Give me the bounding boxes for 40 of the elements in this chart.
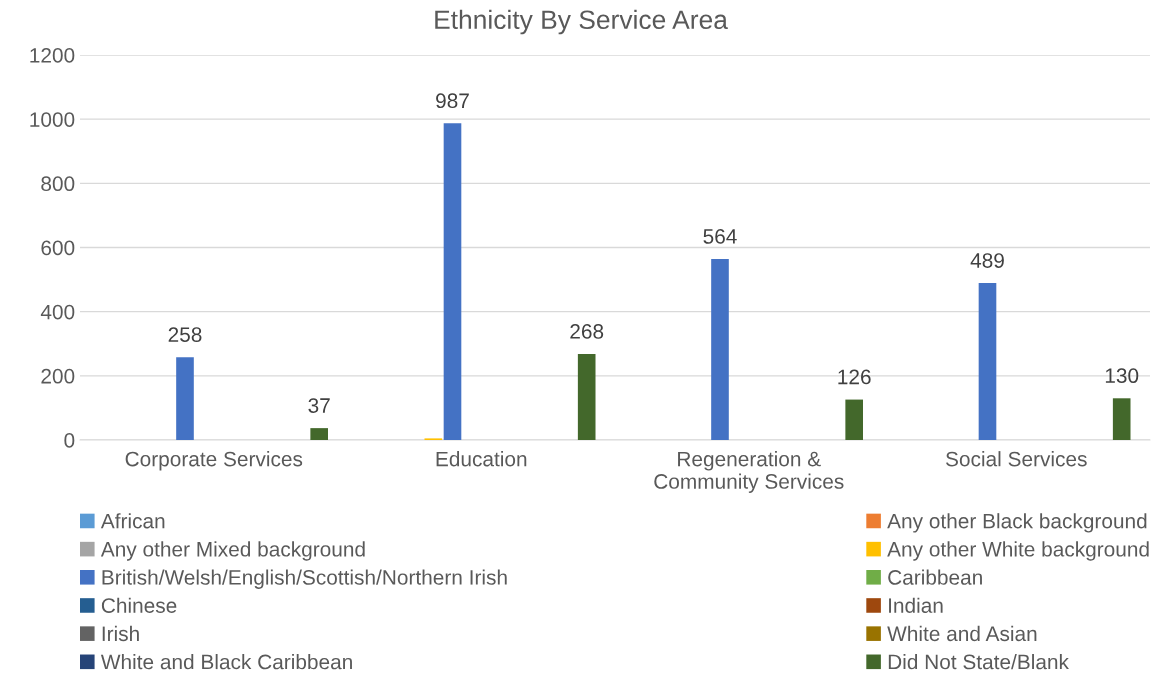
legend-label: Did Not State/Blank bbox=[888, 654, 1069, 670]
x-tick-label: Social Services bbox=[945, 451, 1087, 467]
y-tick-label: 600 bbox=[41, 240, 75, 256]
legend-label: Indian bbox=[889, 597, 943, 613]
data-label: 130 bbox=[1105, 368, 1139, 384]
bar bbox=[711, 259, 729, 440]
x-tick-label: Corporate Services bbox=[125, 451, 303, 471]
legend-label: Caribbean bbox=[888, 569, 982, 585]
legend-label: Any other Black background bbox=[887, 513, 1147, 533]
legend-label: Chinese bbox=[101, 597, 177, 613]
chart-title: Ethnicity By Service Area bbox=[435, 9, 728, 35]
legend-label: British/Welsh/English/Scottish/Northern Irish bbox=[102, 569, 507, 589]
data-label: 489 bbox=[970, 253, 1004, 268]
y-tick-label: 400 bbox=[40, 304, 75, 320]
legend-label: Any other White background bbox=[887, 541, 1149, 561]
bar bbox=[1112, 398, 1131, 440]
legend-label: White and Black Caribbean bbox=[100, 654, 352, 670]
data-label: 126 bbox=[838, 369, 871, 385]
data-label: 37 bbox=[308, 398, 330, 413]
bar bbox=[845, 399, 864, 440]
y-tick-label: 800 bbox=[41, 176, 75, 192]
data-label: 268 bbox=[570, 324, 604, 339]
y-tick-label: 1000 bbox=[30, 112, 75, 127]
data-label: 564 bbox=[703, 229, 737, 244]
legend-label: African bbox=[100, 513, 165, 529]
legend-label: White and Asian bbox=[887, 625, 1037, 642]
y-tick-label: 200 bbox=[41, 368, 75, 384]
x-tick-label: Education bbox=[436, 451, 527, 467]
x-tick-label: Regeneration & Community Services bbox=[654, 451, 844, 493]
y-tick-label: 1200 bbox=[30, 48, 75, 63]
data-label: 258 bbox=[168, 327, 202, 342]
legend-label: Irish bbox=[102, 625, 139, 642]
bar bbox=[577, 354, 596, 440]
bar bbox=[176, 357, 194, 440]
bar bbox=[443, 123, 462, 440]
y-tick-label: 0 bbox=[64, 433, 75, 448]
data-label: 987 bbox=[436, 93, 469, 109]
bar bbox=[310, 428, 329, 440]
bar bbox=[978, 283, 997, 440]
legend-label: Any other Mixed background bbox=[100, 541, 365, 561]
